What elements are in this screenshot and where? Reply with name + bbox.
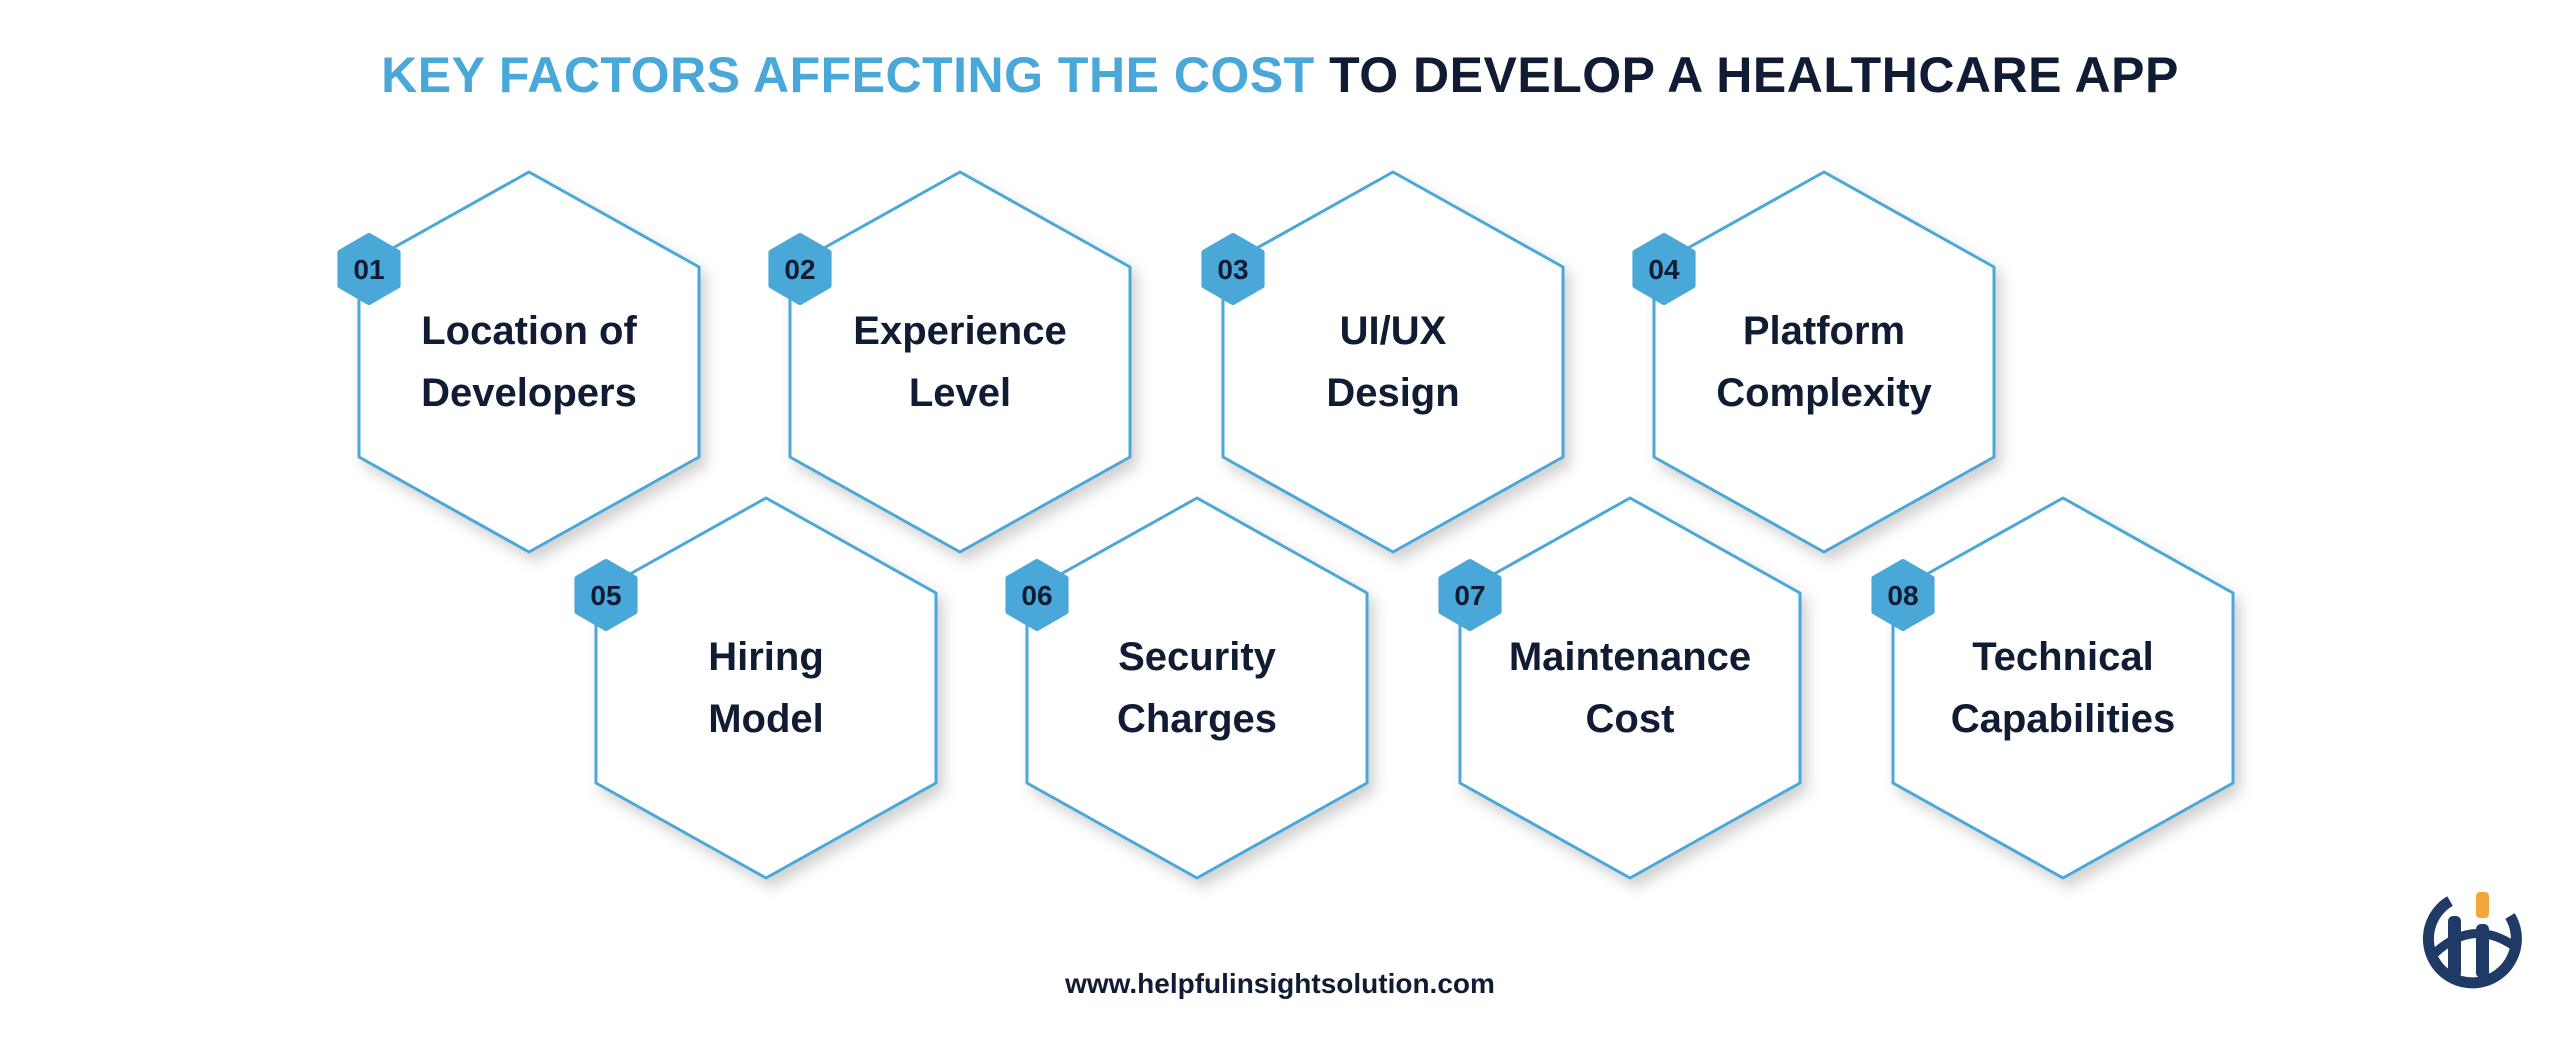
factor-label-line: Capabilities [1951, 697, 2176, 741]
number-badge [1632, 233, 1696, 305]
factor-label-line: Charges [1117, 697, 1277, 741]
factor-label-line: Model [708, 697, 824, 741]
hexagon-shape [788, 170, 1132, 554]
factor-hexagon: 05 Hiring Model [574, 496, 938, 880]
hexagon-shape [1458, 496, 1802, 880]
number-badge [1005, 559, 1069, 631]
factor-label-line: Platform [1743, 309, 1905, 353]
factor-hexagon: 04 Platform Complexity [1632, 170, 1996, 554]
factor-label-line: Technical [1972, 635, 2154, 679]
factor-label-line: Maintenance [1509, 635, 1751, 679]
factor-number: 03 [1217, 254, 1248, 285]
factor-label-line: Cost [1586, 697, 1675, 741]
number-badge [337, 233, 401, 305]
factor-label-line: Location of [421, 309, 637, 353]
website-url[interactable]: www.helpfulinsightsolution.com [1065, 968, 1495, 999]
company-logo [2422, 892, 2522, 989]
factor-hexagon: 03 UI/UX Design [1201, 170, 1565, 554]
factor-number: 04 [1648, 254, 1680, 285]
factor-label-line: Experience [853, 309, 1066, 353]
factor-label-line: Design [1326, 371, 1459, 415]
factor-number: 01 [353, 254, 384, 285]
number-badge [574, 559, 638, 631]
factor-number: 02 [784, 254, 815, 285]
number-badge [1201, 233, 1265, 305]
hexagon-shape [1891, 496, 2235, 880]
factor-label-line: Level [909, 371, 1011, 415]
factor-label-line: UI/UX [1340, 309, 1447, 353]
title-accent: KEY FACTORS AFFECTING THE COST [381, 47, 1315, 103]
hexagon-shape [1221, 170, 1565, 554]
number-badge [768, 233, 832, 305]
factor-label-line: Hiring [708, 635, 824, 679]
title-rest: TO DEVELOP A HEALTHCARE APP [1314, 47, 2179, 103]
factor-hexagon: 02 Experience Level [768, 170, 1132, 554]
hexagon-shape [357, 170, 701, 554]
hexagon-shape [1025, 496, 1369, 880]
factor-hexagon: 07 Maintenance Cost [1438, 496, 1802, 880]
number-badge [1871, 559, 1935, 631]
factor-number: 08 [1887, 580, 1918, 611]
factor-hexagon: 06 Security Charges [1005, 496, 1369, 880]
factor-hexagon: 08 Technical Capabilities [1871, 496, 2235, 880]
factor-label-line: Security [1118, 635, 1277, 679]
factor-number: 07 [1454, 580, 1485, 611]
factor-label-line: Complexity [1716, 371, 1932, 415]
number-badge [1438, 559, 1502, 631]
factor-number: 05 [590, 580, 621, 611]
page-title: KEY FACTORS AFFECTING THE COST TO DEVELO… [0, 46, 2560, 104]
factor-number: 06 [1021, 580, 1052, 611]
factor-label-line: Developers [421, 371, 637, 415]
factor-hexagon: 01 Location of Developers [337, 170, 701, 554]
hexagon-shape [1652, 170, 1996, 554]
hexagon-shape [594, 496, 938, 880]
